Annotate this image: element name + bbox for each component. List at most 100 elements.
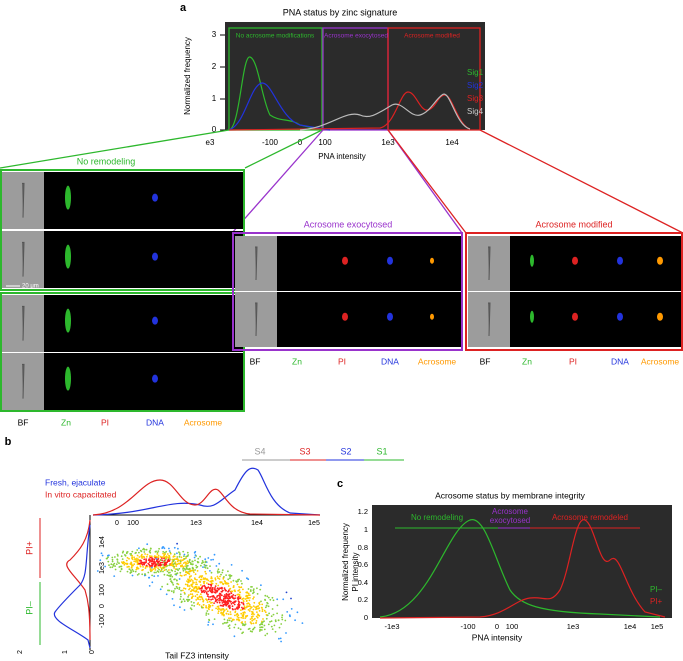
scatter-dot — [189, 580, 192, 582]
scatter-dot — [168, 569, 170, 571]
scatter-dot — [172, 591, 175, 594]
scatter-dot — [224, 594, 226, 596]
y-tick-label: 1e3 — [99, 562, 106, 574]
scatter-dot — [174, 570, 177, 573]
scatter-dot — [221, 569, 224, 571]
scatter-dot — [193, 601, 195, 604]
scatter-dot — [176, 560, 179, 563]
scatter-dot — [217, 571, 219, 574]
scatter-dot — [214, 578, 217, 581]
panel-title: No remodeling — [77, 156, 136, 166]
scatter-dot — [247, 578, 250, 581]
scatter-dot — [191, 560, 194, 563]
scatter-dot — [264, 606, 267, 609]
scatter-dot — [225, 608, 228, 611]
scatter-dot — [161, 561, 164, 564]
scatter-dot — [228, 627, 231, 630]
scatter-dot — [179, 553, 181, 556]
scatter-dot — [121, 562, 124, 565]
scatter-dot — [188, 598, 191, 601]
scatter-dot — [107, 554, 109, 557]
scatter-dot — [165, 561, 168, 564]
scatter-dot — [138, 547, 140, 550]
scatter-dot — [178, 588, 181, 590]
scatter-dot — [157, 567, 160, 570]
scatter-dot — [184, 583, 187, 586]
scatter-dot — [149, 565, 152, 568]
scatter-dot — [166, 565, 168, 567]
scatter-dot — [253, 601, 256, 604]
scatter-dot — [139, 565, 142, 568]
scatter-dot — [148, 576, 151, 579]
curve — [53, 524, 91, 649]
scatter-dot — [178, 578, 181, 580]
scatter-dot — [229, 596, 232, 599]
scatter-dot — [262, 618, 264, 620]
scatter-dot — [195, 564, 198, 567]
cell-signal — [152, 374, 158, 383]
scatter-dot — [148, 558, 151, 561]
scatter-dot — [244, 611, 246, 614]
scatter-dot — [215, 565, 218, 567]
y-axis-label: Normalized frequency — [183, 37, 192, 115]
scatter-dot — [204, 577, 207, 580]
scatter-dot — [222, 598, 225, 601]
scatter-dot — [128, 565, 130, 568]
scatter-dot — [122, 550, 125, 553]
scatter-dot — [246, 591, 249, 594]
connector — [231, 129, 324, 234]
cell-signal — [152, 193, 158, 202]
scatter-dot — [142, 568, 144, 571]
scatter-dot — [240, 580, 242, 582]
scatter-dot — [155, 563, 157, 565]
group-box — [232, 232, 463, 351]
scatter-dot — [136, 554, 139, 557]
scatter-dot — [214, 600, 217, 603]
scatter-dot — [211, 601, 213, 604]
scatter-dot — [255, 615, 258, 618]
scatter-dot — [252, 597, 255, 600]
scatter-dot — [247, 594, 250, 596]
scatter-dot — [185, 567, 188, 570]
scatter-dot — [187, 596, 190, 598]
scatter-dot — [209, 596, 212, 598]
scatter-dot — [209, 570, 211, 572]
legend-label: Sig1 — [467, 68, 484, 77]
x-tick-label: e3 — [206, 138, 215, 147]
region-label: Acrosome remodeled — [552, 513, 628, 522]
scatter-dot — [227, 590, 230, 593]
scatter-dot — [217, 610, 220, 613]
scatter-dot — [174, 568, 177, 570]
scatter-dot — [207, 557, 210, 559]
scatter-dot — [229, 577, 231, 580]
bf-cell — [22, 182, 25, 218]
scatter-dot — [165, 593, 168, 596]
region-label: exocytosed — [490, 516, 530, 525]
scatter-dot — [185, 566, 188, 569]
scatter-dot — [246, 597, 248, 600]
scatter-dot — [230, 620, 233, 623]
scatter-dot — [153, 555, 156, 558]
region-box — [387, 27, 481, 131]
scatter-dot — [223, 609, 226, 612]
scatter-dot — [252, 622, 255, 625]
scatter-dot — [257, 613, 259, 616]
scatter-dot — [268, 612, 270, 615]
scatter-dot — [179, 574, 182, 577]
scatter-dot — [280, 640, 282, 643]
scatter-dot — [193, 556, 196, 559]
scatter-dot — [221, 571, 224, 574]
y-tick-label: 0 — [364, 613, 368, 622]
scatter-dot — [216, 570, 219, 573]
scatter-dot — [202, 604, 205, 606]
scatter-dot — [136, 557, 138, 560]
scatter-dot — [161, 556, 164, 559]
scatter-dot — [211, 595, 214, 598]
scatter-dot — [194, 595, 197, 598]
scatter-dot — [186, 580, 188, 582]
scatter-dot — [163, 564, 166, 567]
scatter-dot — [226, 597, 229, 600]
scatter-dot — [153, 575, 156, 577]
scatter-dot — [290, 608, 293, 610]
scatter-dot — [265, 614, 268, 616]
